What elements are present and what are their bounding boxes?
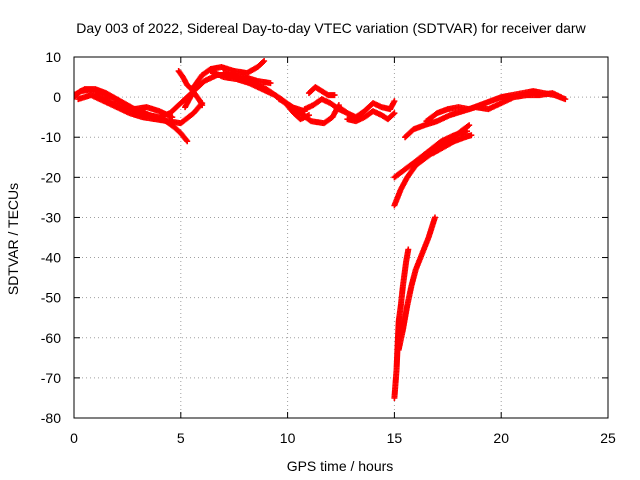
plot-frame [73, 56, 609, 419]
data-point-marker [464, 123, 471, 130]
data-point-marker [267, 80, 274, 87]
y-tick-label: 10 [45, 49, 61, 65]
y-tick-label: -30 [41, 209, 61, 225]
x-tick-label: 25 [600, 430, 616, 446]
series-arc-20 [402, 90, 565, 141]
series-arc-18 [391, 128, 471, 181]
data-point-marker [169, 114, 176, 121]
data-point-marker [390, 111, 397, 118]
tick-labels: 0 5 10 15 20 25 10 0 -10 -20 -30 -40 -50 -60 -70 -80 [41, 49, 616, 446]
y-tick-label: -50 [41, 290, 61, 306]
y-tick-label: 0 [53, 89, 61, 105]
y-tick-label: -80 [41, 410, 61, 426]
data-point-marker [391, 98, 398, 105]
data-point-marker [260, 59, 267, 66]
data-point-marker [331, 92, 338, 99]
data-point-marker [405, 246, 412, 253]
y-axis-label: SDTVAR / TECUs [5, 183, 21, 295]
series-arc-12 [301, 96, 351, 117]
y-tick-label: -10 [41, 129, 61, 145]
series-arc-05 [175, 68, 206, 109]
data-points [74, 58, 569, 401]
series-arc-13 [335, 98, 398, 121]
x-tick-label: 5 [177, 430, 185, 446]
data-point-marker [431, 214, 438, 221]
x-tick-label: 15 [387, 430, 403, 446]
data-point-marker [562, 96, 569, 103]
data-point-marker [466, 122, 473, 129]
series-arc-19 [429, 132, 475, 157]
series-arc-08 [207, 68, 312, 123]
y-tick-label: -70 [41, 370, 61, 386]
series-arc-04 [92, 92, 176, 121]
data-point-marker [464, 128, 471, 135]
chart-title: Day 003 of 2022, Sidereal Day-to-day VTE… [76, 20, 586, 36]
y-tick-label: -20 [41, 169, 61, 185]
series-arc-10 [276, 96, 342, 127]
data-point-marker [391, 110, 398, 117]
x-tick-label: 20 [493, 430, 509, 446]
data-point-marker [468, 132, 475, 139]
data-point-marker [199, 102, 206, 109]
x-axis-label: GPS time / hours [287, 458, 394, 474]
data-point-marker [184, 138, 191, 145]
series-arc-16 [395, 214, 438, 353]
x-tick-label: 0 [70, 430, 78, 446]
data-point-marker [183, 137, 190, 144]
series-arc-14 [344, 108, 398, 125]
y-tick-label: -40 [41, 250, 61, 266]
y-tick-label: -60 [41, 330, 61, 346]
x-tick-label: 10 [280, 430, 296, 446]
data-point-marker [261, 58, 268, 65]
series-arc-21 [423, 88, 569, 125]
series-arc-11 [305, 84, 338, 99]
